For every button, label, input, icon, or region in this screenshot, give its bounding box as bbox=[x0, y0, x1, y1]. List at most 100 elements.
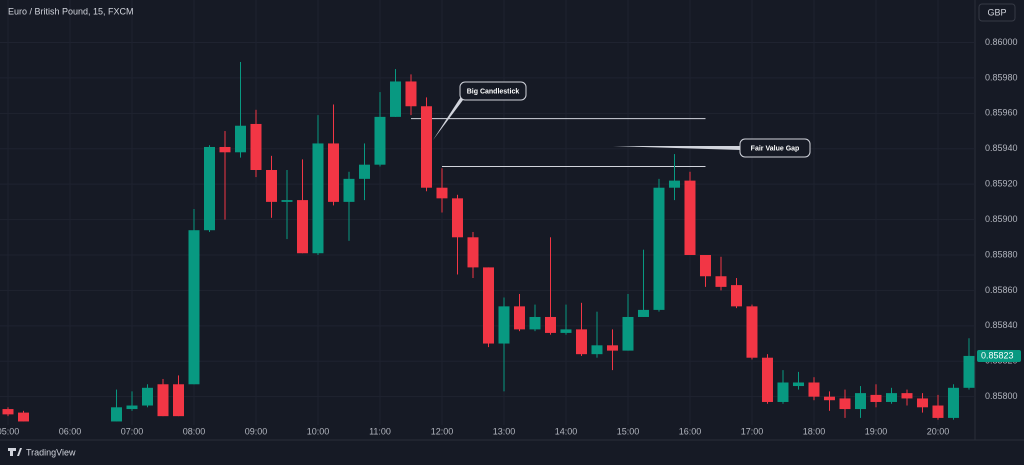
x-tick-label: 07:00 bbox=[121, 426, 144, 436]
candle-body bbox=[715, 276, 727, 287]
candle-body bbox=[637, 309, 649, 317]
candle-body bbox=[544, 316, 556, 333]
candle-body bbox=[560, 329, 572, 333]
candle-body bbox=[761, 357, 773, 402]
candle-body bbox=[885, 393, 897, 402]
annotation-pointer bbox=[613, 146, 741, 150]
x-tick-label: 18:00 bbox=[803, 426, 826, 436]
y-tick-label: 0.85900 bbox=[985, 214, 1018, 224]
candle-body bbox=[389, 81, 401, 117]
brand: TradingView bbox=[8, 447, 76, 457]
candle-body bbox=[374, 116, 386, 165]
candle-body bbox=[916, 398, 928, 408]
candle-body bbox=[172, 384, 184, 417]
candle-body bbox=[265, 170, 277, 202]
candle-body bbox=[343, 178, 355, 202]
candle-body bbox=[110, 407, 122, 422]
x-tick-label: 14:00 bbox=[555, 426, 578, 436]
candle-body bbox=[126, 405, 138, 410]
candle-body bbox=[746, 306, 758, 358]
x-tick-label: 10:00 bbox=[307, 426, 330, 436]
candle-body bbox=[296, 200, 308, 254]
candle-body bbox=[777, 382, 789, 402]
x-tick-label: 08:00 bbox=[183, 426, 206, 436]
candle-body bbox=[498, 306, 510, 344]
x-tick-label: 12:00 bbox=[431, 426, 454, 436]
candle-body bbox=[17, 412, 29, 422]
candle-body bbox=[932, 405, 944, 418]
candle-body bbox=[2, 409, 14, 415]
y-tick-label: 0.85940 bbox=[985, 143, 1018, 153]
candle-body bbox=[529, 316, 541, 330]
candle-body bbox=[250, 123, 262, 170]
candle-body bbox=[157, 384, 169, 417]
candle-body bbox=[405, 81, 417, 107]
annotation-box bbox=[739, 138, 811, 158]
candle-body bbox=[591, 345, 603, 355]
candle-body bbox=[854, 393, 866, 410]
x-tick-label: 20:00 bbox=[927, 426, 950, 436]
candle-body bbox=[513, 306, 525, 330]
x-tick-label: 05:00 bbox=[0, 426, 19, 436]
y-tick-label: 0.85840 bbox=[985, 320, 1018, 330]
brand-name: TradingView bbox=[26, 447, 76, 457]
candle-body bbox=[203, 146, 215, 231]
y-tick-label: 0.85980 bbox=[985, 72, 1018, 82]
x-tick-label: 15:00 bbox=[617, 426, 640, 436]
annotation-pointer bbox=[433, 92, 466, 140]
y-tick-label: 0.85800 bbox=[985, 391, 1018, 401]
candle-body bbox=[281, 200, 293, 202]
currency-button[interactable] bbox=[978, 3, 1016, 22]
candle-body bbox=[358, 164, 370, 179]
last-price-label: 0.85823 bbox=[981, 350, 1014, 360]
x-tick-label: 16:00 bbox=[679, 426, 702, 436]
y-tick-label: 0.85920 bbox=[985, 179, 1018, 189]
x-tick-label: 09:00 bbox=[245, 426, 268, 436]
candle-body bbox=[451, 198, 463, 238]
x-tick-label: 06:00 bbox=[59, 426, 82, 436]
candle-body bbox=[467, 237, 479, 268]
candle-body bbox=[823, 396, 835, 401]
candle-body bbox=[699, 255, 711, 277]
candle-body bbox=[808, 382, 820, 397]
candle-body bbox=[575, 329, 587, 355]
candle-body bbox=[839, 398, 851, 410]
currency-label[interactable]: GBP bbox=[987, 7, 1006, 17]
candle-body bbox=[684, 180, 696, 255]
annotation-big-candlestick: Big Candlestick bbox=[433, 81, 527, 140]
y-tick-label: 0.85860 bbox=[985, 285, 1018, 295]
candle-body bbox=[420, 106, 432, 188]
annotation-text: Fair Value Gap bbox=[751, 145, 800, 152]
candle-body bbox=[730, 285, 742, 307]
x-tick-label: 13:00 bbox=[493, 426, 516, 436]
x-tick-label: 17:00 bbox=[741, 426, 764, 436]
candle-body bbox=[792, 382, 804, 387]
candle-body bbox=[947, 387, 959, 418]
candle-body bbox=[870, 394, 882, 402]
brand-logo bbox=[17, 448, 22, 456]
y-tick-label: 0.85960 bbox=[985, 108, 1018, 118]
candle-body bbox=[141, 387, 153, 406]
last-price-box bbox=[977, 349, 1021, 362]
y-tick-label: 0.86000 bbox=[985, 37, 1018, 47]
candle-body bbox=[901, 393, 913, 399]
brand-logo bbox=[10, 448, 13, 456]
y-tick-label: 0.85880 bbox=[985, 249, 1018, 259]
candle-body bbox=[653, 187, 665, 310]
x-tick-label: 11:00 bbox=[369, 426, 391, 436]
x-tick-label: 19:00 bbox=[865, 426, 888, 436]
candle-body bbox=[312, 143, 324, 254]
candle-body bbox=[188, 230, 200, 385]
annotation-text: Big Candlestick bbox=[467, 88, 520, 95]
chart-title: Euro / British Pound, 15, FXCM bbox=[8, 6, 134, 16]
candle-body bbox=[234, 125, 246, 153]
candle-body bbox=[622, 316, 634, 351]
annotation-fair-value-gap: Fair Value Gap bbox=[613, 138, 811, 158]
candle-body bbox=[436, 187, 448, 199]
annotation-box bbox=[459, 81, 527, 101]
candle-body bbox=[606, 345, 618, 351]
candle-body bbox=[219, 146, 231, 153]
